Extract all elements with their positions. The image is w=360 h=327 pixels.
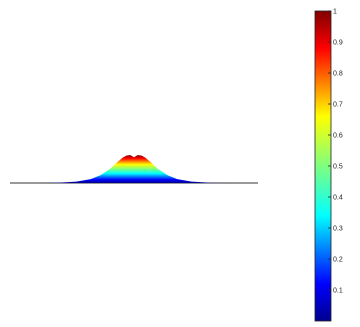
surface-area (38, 155, 230, 183)
colorbar-tick-label: 1 (333, 9, 337, 16)
colorbar-tick-label: 0.7 (333, 102, 343, 109)
colorbar: 0.1 0.2 0.3 0.4 0.5 0.6 0.7 0.8 0.9 1 (314, 9, 343, 322)
colorbar-tick-label: 0.5 (333, 164, 343, 171)
colorbar-tick-label: 0.4 (333, 195, 343, 202)
colorbar-ticks: 0.1 0.2 0.3 0.4 0.5 0.6 0.7 0.8 0.9 1 (328, 9, 343, 295)
colorbar-tick-label: 0.9 (333, 40, 343, 47)
colorbar-tick-label: 0.6 (333, 133, 343, 140)
colorbar-tick-label: 0.2 (333, 257, 343, 264)
colorbar-tick-label: 0.3 (333, 226, 343, 233)
colorbar-tick-label: 0.8 (333, 71, 343, 78)
colorbar-tick-label: 0.1 (333, 288, 343, 295)
